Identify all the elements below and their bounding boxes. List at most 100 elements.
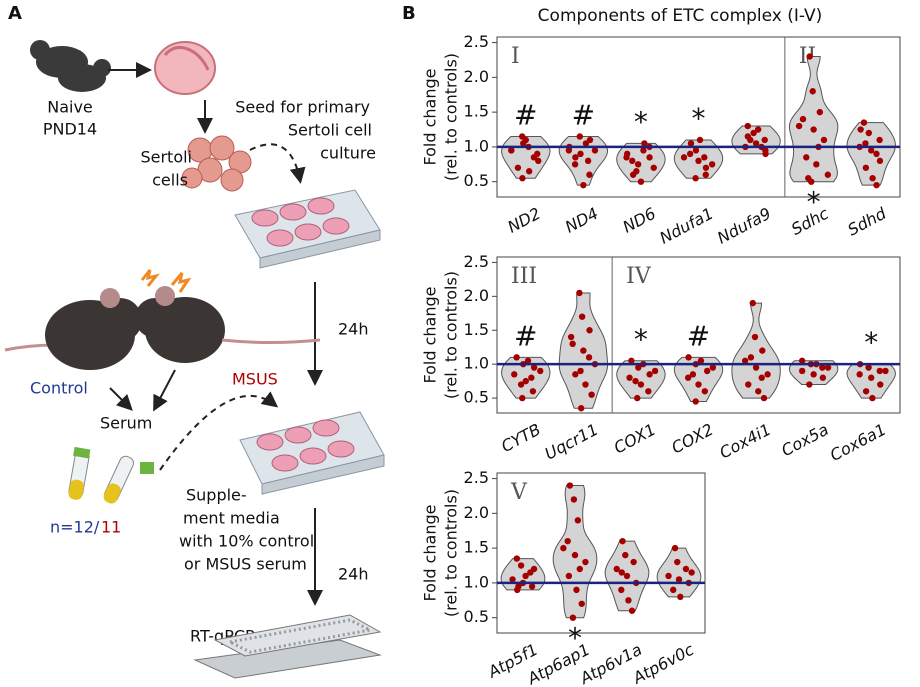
violin <box>501 356 551 399</box>
data-point <box>808 178 815 185</box>
data-point <box>578 313 586 320</box>
panel-label: A <box>8 3 22 24</box>
data-point <box>530 565 538 573</box>
chart: Fold change (rel. to controls) 0.5 1.0 1.5 2.… <box>421 32 901 248</box>
x-tick-label: Cox5a <box>778 420 831 460</box>
plot-frame <box>496 256 901 414</box>
data-point <box>665 572 672 580</box>
data-point <box>572 371 579 378</box>
data-point <box>586 171 593 178</box>
data-point <box>751 333 759 341</box>
data-point <box>702 171 709 178</box>
y-axis-label: (rel. to controls) <box>442 489 461 617</box>
y-tick-label: 2.0 <box>464 286 489 305</box>
label: or MSUS serum <box>184 555 307 574</box>
arrow <box>109 387 133 411</box>
x-tick-label: Sdhd <box>844 203 890 239</box>
data-point <box>882 367 889 375</box>
y-tick-label: 1.5 <box>464 102 489 121</box>
label: n=12/ <box>50 518 100 537</box>
y-tick-label: 0.5 <box>464 607 489 626</box>
data-point <box>754 126 762 133</box>
x-tick-label: Ndufa9 <box>714 204 774 248</box>
y-tick-label: 2.0 <box>464 67 489 86</box>
y-tick-label: 2.0 <box>464 503 489 522</box>
data-point <box>869 175 876 182</box>
panel-label: B <box>402 3 416 24</box>
label: MSUS <box>232 370 278 389</box>
data-point <box>873 181 880 189</box>
data-point <box>671 544 679 552</box>
data-point <box>534 150 541 158</box>
culture-plate-icon <box>239 411 385 495</box>
data-point <box>876 136 883 144</box>
violin <box>846 122 896 186</box>
significance-mark: # <box>514 319 537 352</box>
data-point <box>511 371 518 378</box>
data-point <box>803 154 810 161</box>
data-point <box>816 108 824 116</box>
data-point <box>819 374 827 381</box>
label: Control <box>30 379 88 398</box>
data-point <box>580 181 587 189</box>
data-point <box>701 154 708 161</box>
label: Naive <box>47 98 93 117</box>
y-tick-label: 2.5 <box>464 468 489 487</box>
data-point <box>645 388 652 395</box>
data-point <box>577 367 584 375</box>
y-axis-label: Fold change <box>421 287 440 384</box>
label: cells <box>152 171 188 190</box>
data-point <box>824 364 832 371</box>
x-tick-label: Cox4i1 <box>716 420 774 463</box>
data-point <box>525 168 533 175</box>
data-point <box>574 517 582 524</box>
data-point <box>862 388 870 395</box>
data-point <box>865 129 873 137</box>
y-tick-label: 1.0 <box>464 572 489 591</box>
data-point <box>749 299 756 307</box>
data-point <box>674 558 681 566</box>
data-point <box>651 367 659 375</box>
data-point <box>582 381 589 388</box>
data-point <box>677 593 684 601</box>
y-axis-label: Fold change <box>421 505 440 602</box>
y-tick-label: 1.5 <box>464 538 489 557</box>
data-point <box>513 354 520 361</box>
data-point <box>695 157 702 165</box>
data-point <box>637 381 645 388</box>
data-point <box>688 569 695 576</box>
data-point <box>522 377 529 385</box>
data-point <box>758 374 765 381</box>
data-point <box>685 354 692 361</box>
significance-mark: # <box>572 98 595 131</box>
data-point <box>519 175 526 182</box>
x-tick-label: ND2 <box>504 204 543 237</box>
figure-title: Components of ETC complex (I-V) <box>538 6 823 26</box>
data-point <box>650 164 657 171</box>
data-point <box>578 600 585 607</box>
data-point <box>752 140 760 147</box>
serum-tubes-icon <box>68 446 154 504</box>
data-point <box>675 576 683 583</box>
data-point <box>865 364 872 371</box>
data-point <box>876 367 883 375</box>
data-point <box>569 340 576 348</box>
label: 24h <box>338 320 369 339</box>
data-point <box>625 597 632 604</box>
data-point <box>745 381 752 388</box>
data-point <box>809 88 816 95</box>
data-point <box>873 150 880 158</box>
y-tick-label: 0.5 <box>464 388 489 407</box>
significance-mark: * <box>634 105 648 138</box>
data-point <box>535 157 542 165</box>
plot-frame <box>496 36 901 198</box>
data-point <box>564 537 571 545</box>
data-point <box>869 394 876 402</box>
data-point <box>856 371 863 378</box>
label: Supple- <box>186 486 247 505</box>
data-point <box>862 164 870 171</box>
data-point <box>634 161 642 168</box>
data-point <box>585 354 593 361</box>
label: Sertoli cell <box>288 121 372 140</box>
y-tick-label: 1.5 <box>464 320 489 339</box>
